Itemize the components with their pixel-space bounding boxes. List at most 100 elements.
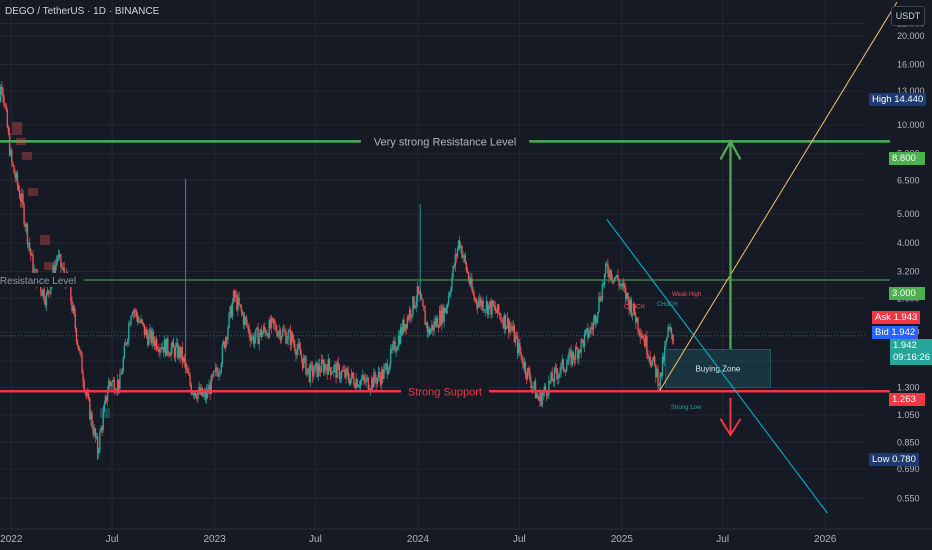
candle-body [564, 370, 567, 372]
candle-body [464, 255, 466, 262]
candle-body [62, 267, 64, 269]
candle-body [28, 242, 31, 250]
candle-body [238, 297, 240, 305]
candle-body [631, 312, 634, 316]
candle-body [79, 350, 81, 352]
high-value: 14.440 [894, 94, 924, 105]
candle-body [258, 334, 260, 345]
candle-body [599, 296, 601, 302]
candle-body [71, 301, 73, 312]
candle-body [596, 318, 598, 323]
candle-body [529, 371, 531, 381]
x-tick-label: Jul [106, 534, 119, 545]
candle-body [582, 339, 585, 347]
candle-body [120, 374, 122, 375]
candle-body [96, 436, 99, 454]
candle-body [145, 329, 148, 336]
candle-body [499, 313, 501, 316]
candle-body [226, 337, 228, 340]
candle-body [531, 386, 533, 389]
candle-body [638, 329, 640, 333]
low-label: Low [872, 454, 890, 465]
candle-body [550, 372, 552, 382]
candle-body [293, 340, 295, 344]
candle-body [427, 328, 430, 333]
candle-body [202, 394, 205, 397]
y-tick-label: 0.550 [897, 493, 920, 503]
candle-body [223, 341, 226, 349]
candle-body [109, 380, 111, 384]
candle-body [558, 374, 560, 379]
candle-body [20, 198, 22, 202]
candle-body [651, 359, 654, 366]
candle-body [489, 301, 491, 305]
candle-body [520, 351, 522, 356]
candle-body [325, 364, 327, 368]
candle-body [417, 286, 420, 293]
candle-body [242, 314, 245, 325]
candle-body [210, 375, 212, 394]
candle-body [112, 379, 114, 382]
candle-body [255, 329, 257, 338]
candle-body [225, 337, 227, 349]
candle-body [469, 280, 471, 285]
candle-body [40, 284, 42, 292]
candle-body [43, 289, 45, 301]
candle-body [372, 378, 374, 388]
candle-body [422, 299, 424, 306]
candle-body [627, 292, 629, 300]
candle-body [130, 316, 132, 325]
candle-body [52, 266, 54, 279]
candle-body [155, 339, 158, 350]
x-tick-label: 2025 [611, 534, 634, 545]
candle-body [518, 342, 520, 354]
descending-trendline [606, 219, 828, 514]
candle-body [101, 427, 103, 430]
candle-body [300, 355, 303, 359]
candle-body [135, 310, 138, 317]
candle-body [394, 341, 396, 352]
candle-body [472, 290, 474, 295]
candle-body [459, 240, 461, 249]
buying-zone [664, 349, 771, 388]
candle-body [378, 372, 381, 377]
candle-body [137, 316, 139, 323]
candle-body [206, 389, 208, 400]
candle-body [324, 364, 326, 373]
candle-body [555, 367, 558, 374]
level-tag-1263: 1.263 [889, 393, 925, 406]
candle-body [591, 328, 594, 330]
y-tick-label: 3.200 [897, 267, 920, 277]
level-label: Very strong Resistance Level [374, 136, 516, 148]
candle-body [537, 393, 539, 398]
candle-body [179, 347, 181, 358]
candle-body [231, 302, 234, 318]
y-tick-label: 1.300 [897, 383, 920, 393]
candle-body [339, 377, 342, 379]
candle-body [466, 270, 469, 274]
candle-body [2, 88, 4, 97]
candle-body [124, 342, 127, 346]
candle-body [578, 350, 580, 359]
candle-body [386, 363, 389, 375]
structure-label: CHoCH [624, 305, 645, 311]
currency-button[interactable]: USDT [891, 6, 925, 26]
candle-body [13, 165, 15, 174]
candle-body [618, 279, 620, 286]
candle-body [437, 327, 440, 328]
candle-body [636, 317, 638, 323]
candle-body [89, 398, 91, 420]
candle-body [589, 327, 591, 335]
candle-body [475, 298, 478, 304]
candle-body [246, 319, 248, 326]
candle-body [382, 369, 384, 379]
candle-body [294, 343, 296, 351]
candle-body [289, 330, 292, 345]
candle-body [414, 306, 416, 309]
candle-body [104, 396, 107, 404]
candle-body [307, 367, 309, 369]
candle-body [452, 265, 454, 278]
x-tick-label: Jul [309, 534, 322, 545]
x-tick-label: Jul [513, 534, 526, 545]
